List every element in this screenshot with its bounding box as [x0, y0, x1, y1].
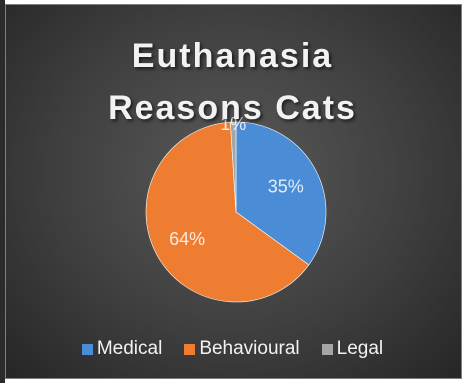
chart-title-line-1: Euthanasia: [131, 37, 334, 75]
legend-item-behavioural: Behavioural: [184, 338, 300, 360]
legend-label-legal: Legal: [336, 338, 384, 359]
pie-slice-medical: [235, 121, 327, 266]
pie-slice-legal: [230, 121, 237, 213]
legend-item-medical: Medical: [81, 338, 163, 360]
chart-title: Euthanasia Reasons Cats: [0, 30, 465, 134]
data-label-legal: 1%: [220, 114, 246, 134]
pie-slice-behavioural: [145, 121, 310, 303]
left-edge-strip: [0, 0, 5, 383]
legend-swatch-behavioural: [184, 343, 196, 355]
legend-swatch-medical: [81, 343, 93, 355]
legend-item-legal: Legal: [321, 338, 384, 360]
chart-title-line-2: Reasons Cats: [108, 89, 357, 127]
data-label-medical: 35%: [268, 177, 304, 197]
data-label-behavioural: 64%: [169, 229, 205, 249]
legend-swatch-legal: [321, 343, 333, 355]
legend-label-medical: Medical: [96, 338, 163, 359]
chart-legend: Medical Behavioural Legal: [0, 338, 465, 360]
legend-label-behavioural: Behavioural: [199, 338, 300, 359]
